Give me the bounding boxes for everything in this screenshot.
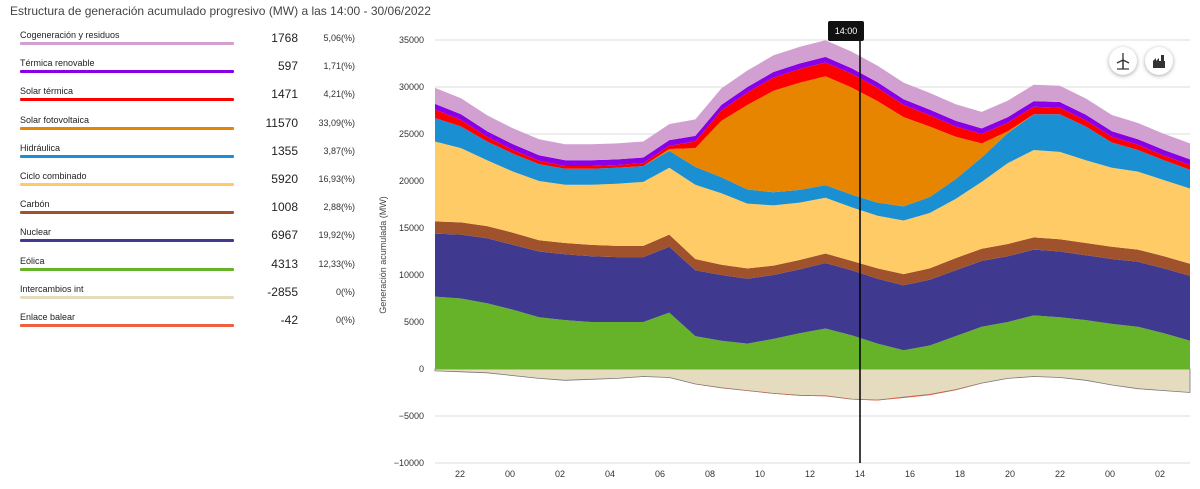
- legend-value: -42: [280, 313, 298, 327]
- legend-color-bar: [20, 126, 234, 130]
- legend-percent: 0(%): [335, 286, 355, 297]
- legend-row[interactable]: Hidráulica 1355 3,87(%): [20, 143, 365, 171]
- legend-color-bar: [20, 42, 234, 45]
- area-series[interactable]: [435, 296, 1190, 369]
- x-tick-label: 16: [905, 469, 915, 479]
- legend-percent: 4,21(%): [323, 89, 355, 100]
- area-series[interactable]: [435, 114, 1190, 221]
- legend-name: Nuclear: [20, 227, 52, 238]
- y-tick-label: −5000: [399, 411, 424, 421]
- area-series[interactable]: [435, 221, 1190, 286]
- legend-row[interactable]: Solar fotovoltaica 11570 33,09(%): [20, 115, 365, 143]
- legend-value: 1355: [271, 143, 298, 158]
- legend-value: 4313: [271, 256, 298, 271]
- wind-turbine-button[interactable]: [1109, 47, 1137, 75]
- legend-name: Eólica: [20, 255, 45, 266]
- x-tick-label: 02: [555, 469, 565, 479]
- legend-value: -2855: [267, 284, 298, 299]
- legend-color-bar: [20, 324, 234, 327]
- x-tick-label: 06: [655, 469, 665, 479]
- legend-name: Solar térmica: [20, 86, 74, 97]
- area-series[interactable]: [435, 40, 1190, 161]
- legend-percent: 16,93(%): [318, 174, 355, 184]
- legend-row[interactable]: Cogeneración y residuos 1768 5,06(%): [20, 30, 365, 58]
- legend-value: 11570: [265, 115, 298, 130]
- legend-name: Enlace balear: [20, 312, 76, 322]
- legend-percent: 33,09(%): [318, 117, 355, 128]
- legend-row[interactable]: Ciclo combinado 5920 16,93(%): [20, 171, 365, 199]
- y-tick-label: −10000: [394, 458, 424, 468]
- legend-row[interactable]: Nuclear 6967 19,92(%): [20, 227, 365, 255]
- chart-title: Estructura de generación acumulado progr…: [10, 4, 431, 18]
- legend-row[interactable]: Carbón 1008 2,88(%): [20, 199, 365, 227]
- legend-color-bar: [20, 239, 234, 243]
- area-series[interactable]: [435, 76, 1190, 207]
- time-tooltip: 14:00: [828, 21, 864, 41]
- x-tick-label: 00: [1105, 469, 1115, 479]
- legend-percent: 1,71(%): [323, 61, 355, 72]
- legend-value: 1471: [271, 87, 298, 102]
- legend-color-bar: [20, 295, 234, 299]
- x-tick-label: 20: [1005, 469, 1015, 479]
- legend-percent: 19,92(%): [318, 230, 355, 241]
- x-tick-label: 08: [705, 469, 715, 479]
- y-tick-label: 30000: [399, 82, 424, 92]
- x-tick-label: 00: [505, 469, 515, 479]
- legend-percent: 2,88(%): [323, 202, 355, 213]
- legend-row[interactable]: Enlace balear -42 0(%): [20, 312, 365, 340]
- legend-value: 1768: [271, 31, 298, 45]
- legend-value: 5920: [271, 172, 298, 186]
- legend-percent: 12,33(%): [318, 258, 355, 269]
- legend-row[interactable]: Eólica 4313 12,33(%): [20, 256, 365, 284]
- legend-row[interactable]: Solar térmica 1471 4,21(%): [20, 86, 365, 114]
- legend-name: Térmica renovable: [20, 58, 95, 69]
- legend-value: 1008: [271, 200, 298, 215]
- legend-name: Solar fotovoltaica: [20, 114, 90, 125]
- legend-row[interactable]: Térmica renovable 597 1,71(%): [20, 58, 365, 86]
- legend-row[interactable]: Intercambios int -2855 0(%): [20, 284, 365, 312]
- x-tick-label: 12: [805, 469, 815, 479]
- area-series[interactable]: [435, 233, 1190, 351]
- legend-percent: 0(%): [335, 315, 355, 325]
- legend-color-bar: [20, 211, 234, 215]
- legend-value: 6967: [271, 228, 298, 243]
- x-tick-label: 18: [955, 469, 965, 479]
- y-tick-label: 20000: [399, 176, 424, 186]
- legend-percent: 5,06(%): [323, 33, 355, 43]
- chart-areas: [434, 40, 1191, 401]
- legend-name: Carbón: [20, 199, 50, 210]
- wind-turbine-icon: [1116, 53, 1130, 70]
- factory-icon: [1153, 55, 1165, 68]
- y-axis-label: Generación acumulada (MW): [378, 196, 388, 314]
- legend-color-bar: [20, 183, 234, 186]
- legend-color-bar: [20, 70, 234, 74]
- x-tick-label: 22: [1055, 469, 1065, 479]
- y-tick-label: 15000: [399, 223, 424, 233]
- legend-name: Intercambios int: [20, 283, 84, 294]
- x-tick-label: 04: [605, 469, 615, 479]
- y-tick-label: 5000: [404, 317, 424, 327]
- legend-color-bar: [20, 154, 234, 158]
- legend-color-bar: [20, 267, 234, 271]
- legend-name: Ciclo combinado: [20, 171, 87, 181]
- y-tick-label: 10000: [399, 270, 424, 280]
- legend-percent: 3,87(%): [323, 145, 355, 156]
- legend-name: Cogeneración y residuos: [20, 30, 120, 40]
- area-series[interactable]: [434, 368, 1191, 401]
- x-tick-label: 10: [755, 469, 765, 479]
- legend-color-bar: [20, 98, 234, 102]
- y-tick-label: 35000: [399, 35, 424, 45]
- x-axis: 22 00 02 04 06 08 10 12 14 16 18 20 22 00 02: [455, 469, 1165, 479]
- y-tick-label: 0: [419, 364, 424, 374]
- x-tick-label: 02: [1155, 469, 1165, 479]
- x-tick-label: 22: [455, 469, 465, 479]
- legend-value: 597: [277, 59, 298, 74]
- factory-button[interactable]: [1145, 47, 1173, 75]
- x-tick-label: 14: [855, 469, 865, 479]
- area-series[interactable]: [435, 141, 1190, 275]
- legend-name: Hidráulica: [20, 142, 61, 153]
- y-tick-label: 25000: [399, 129, 424, 139]
- y-axis: 35000 30000 25000 20000 15000 10000 5000 0 −5000…: [394, 35, 424, 468]
